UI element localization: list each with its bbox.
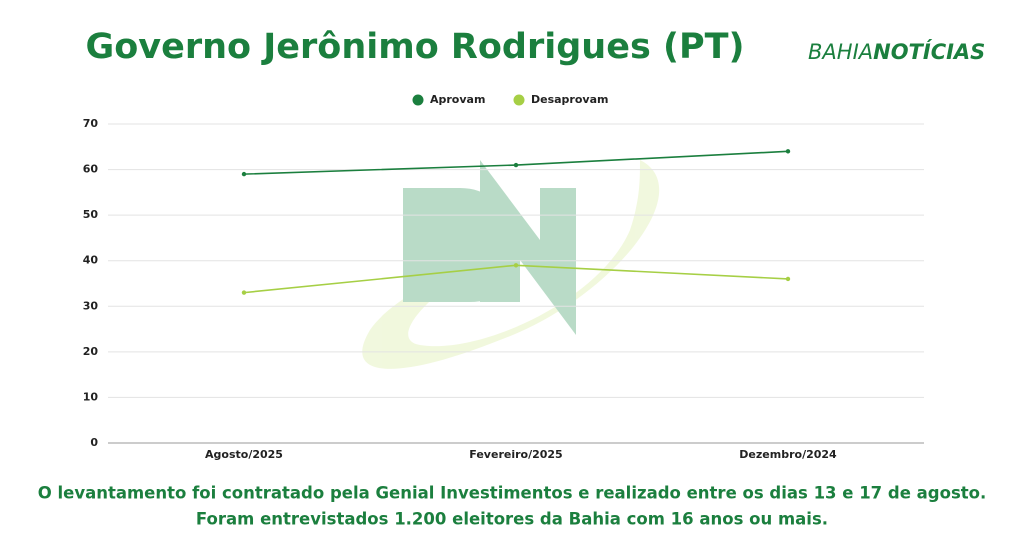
y-tick-label: 10 [83, 390, 99, 403]
logo-part: BAHIA [808, 40, 873, 64]
line [243, 150, 789, 175]
logo-part: NOTÍCIAS [873, 39, 985, 64]
y-tick-label: 0 [90, 436, 98, 449]
x-tick-label: Fevereiro/2025 [469, 448, 562, 461]
footnote: O levantamento foi contratado pela Genia… [38, 484, 987, 503]
legend-marker [412, 94, 424, 106]
legend-label: Aprovam [430, 93, 485, 106]
chart-title: Governo Jerônimo Rodrigues (PT) [86, 27, 745, 67]
footnote: Foram entrevistados 1.200 eleitores da B… [196, 510, 828, 529]
x-tick-label: Agosto/2025 [205, 448, 283, 461]
point [513, 162, 519, 168]
y-tick-label: 30 [83, 299, 99, 312]
watermark [362, 160, 660, 369]
logo: BAHIANOTÍCIAS [808, 39, 985, 64]
y-tick-label: 60 [83, 163, 99, 176]
point [241, 290, 247, 295]
y-tick-label: 70 [83, 117, 99, 130]
point [241, 171, 247, 177]
legend-label: Desaprovam [531, 93, 608, 106]
y-tick-label: 40 [83, 254, 99, 267]
y-tick-label: 50 [83, 208, 99, 221]
y-tick-label: 20 [83, 345, 99, 358]
point [785, 149, 791, 154]
x-tick-label: Dezembro/2024 [739, 448, 837, 461]
point [785, 276, 791, 282]
legend-marker [513, 94, 525, 106]
point [513, 263, 519, 268]
